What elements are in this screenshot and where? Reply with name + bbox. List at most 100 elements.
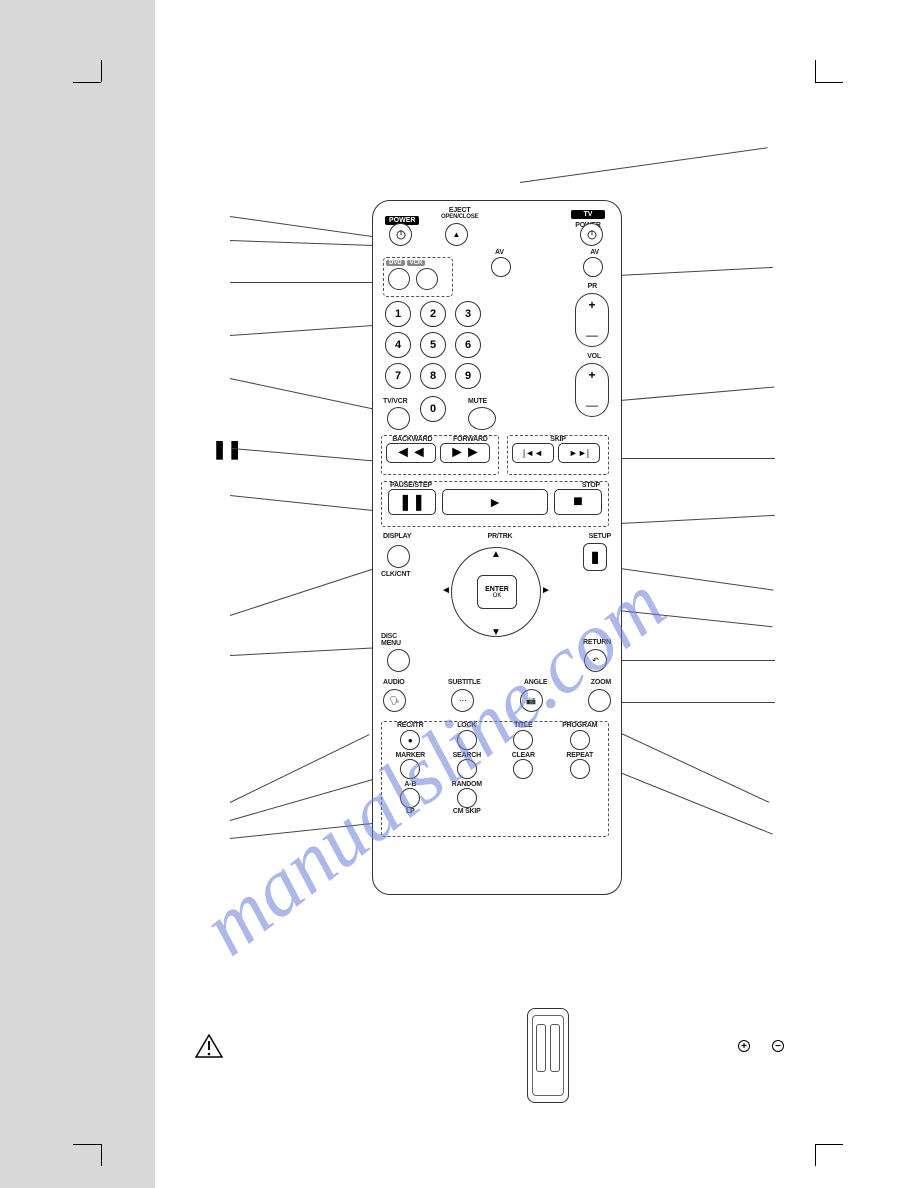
vol-label: VOL [587,353,601,360]
eject-button[interactable]: ▲ [445,223,468,246]
lead-line [230,777,379,821]
power-icon [586,229,598,241]
skip-fwd-button[interactable]: ►►| [558,443,600,463]
lead-line [618,267,773,276]
tvvcr-button[interactable] [387,407,410,430]
battery-compartment [532,1015,564,1096]
small-remote [527,1008,569,1103]
vol-plus: + [588,368,595,382]
left-arrow[interactable]: ◄ [441,585,451,596]
lead-line [620,515,775,524]
zoom-button[interactable] [588,689,611,712]
num-8[interactable]: 8 [420,363,446,389]
marker-button[interactable] [400,759,420,779]
return-button[interactable]: ↶ [584,649,607,672]
setup-label: SETUP [589,533,611,540]
subtitle-label: SUBTITLE [448,679,481,686]
skip-label: SKIP [508,436,608,443]
audio-label: AUDIO [383,679,405,686]
program-button[interactable] [570,730,590,750]
crop-mark [101,1144,102,1166]
repeat-label: REPEAT [552,752,609,759]
power-button[interactable] [389,223,412,246]
gray-sidebar [0,0,155,1188]
crop-mark [815,60,816,82]
forward-label: FORWARD [453,436,488,443]
random-label: RANDOM [439,781,496,788]
audio-button[interactable]: 🗣 [383,689,406,712]
pr-label: PR [588,283,597,290]
crop-mark [73,1144,101,1145]
angle-button[interactable]: 📷 [520,689,543,712]
openclose-label: OPEN/CLOSE [441,214,478,220]
repeat-button[interactable] [570,759,590,779]
tvvcr-label: TV/VCR [383,398,407,405]
lock-button[interactable] [457,730,477,750]
random-button[interactable] [457,788,477,808]
up-arrow[interactable]: ▲ [491,549,501,560]
mute-button[interactable] [468,407,496,430]
lead-line [230,734,370,803]
num-0[interactable]: 0 [420,396,446,422]
num-6[interactable]: 6 [455,332,481,358]
title-button[interactable] [513,730,533,750]
num-9[interactable]: 9 [455,363,481,389]
disc-menu-button[interactable] [387,649,410,672]
av-label: AV [495,249,504,256]
tv-power-button[interactable] [580,223,603,246]
down-arrow[interactable]: ▼ [491,627,501,638]
battery-2 [550,1024,560,1072]
display-button[interactable] [387,545,410,568]
play-button[interactable]: ► [442,489,548,515]
cmskip-label: CM SKIP [439,808,496,815]
av2-button[interactable] [583,257,603,277]
pr-minus: — [586,328,598,342]
num-4[interactable]: 4 [385,332,411,358]
enter-button[interactable]: ENTER OK [477,575,517,609]
num-2[interactable]: 2 [420,301,446,327]
pr-rocker[interactable]: + — [575,293,609,347]
num-7[interactable]: 7 [385,363,411,389]
setup-button[interactable]: ▮ [583,543,607,571]
dvd-button[interactable] [388,268,410,290]
skip-back-button[interactable]: |◄◄ [512,443,554,463]
pr-plus: + [588,298,595,312]
ab-button[interactable] [400,788,420,808]
lead-line [620,702,775,703]
vcr-button[interactable] [416,268,438,290]
right-arrow[interactable]: ► [541,585,551,596]
ff-button[interactable]: ►► [440,443,490,463]
num-1[interactable]: 1 [385,301,411,327]
eject-label: EJECT [441,207,478,214]
prtrk-label: PR/TRK [488,533,513,540]
backward-label: BACKWARD [392,436,432,443]
av-button[interactable] [491,257,511,277]
search-button[interactable] [457,759,477,779]
power-icon [395,229,407,241]
ab-label: A-B [382,781,439,788]
subtitle-button[interactable]: ⋯ [451,689,474,712]
pause-button[interactable]: ❚❚ [388,489,436,515]
num-3[interactable]: 3 [455,301,481,327]
vcr-label: VCR [407,260,426,266]
stop-button[interactable]: ■ [554,489,602,515]
marker-label: MARKER [382,752,439,759]
lead-line [618,610,772,627]
recitr-label: REC/ITR [382,722,439,729]
enter-label: ENTER [485,586,509,593]
rewind-button[interactable]: ◄◄ [386,443,436,463]
pausestep-label: PAUSE/STEP [390,482,432,489]
lead-line [230,282,385,283]
av2-label: AV [590,249,599,256]
lead-line [620,568,774,591]
zoom-label: ZOOM [591,679,611,686]
lead-line [230,567,378,616]
lp-label: LP [382,808,439,815]
vol-rocker[interactable]: + — [575,363,609,417]
recitr-button[interactable]: ● [400,730,420,750]
search-label: SEARCH [439,752,496,759]
dvd-vcr-group: DVD VCR [383,257,453,297]
num-5[interactable]: 5 [420,332,446,358]
clear-button[interactable] [513,759,533,779]
lead-line [232,448,382,462]
